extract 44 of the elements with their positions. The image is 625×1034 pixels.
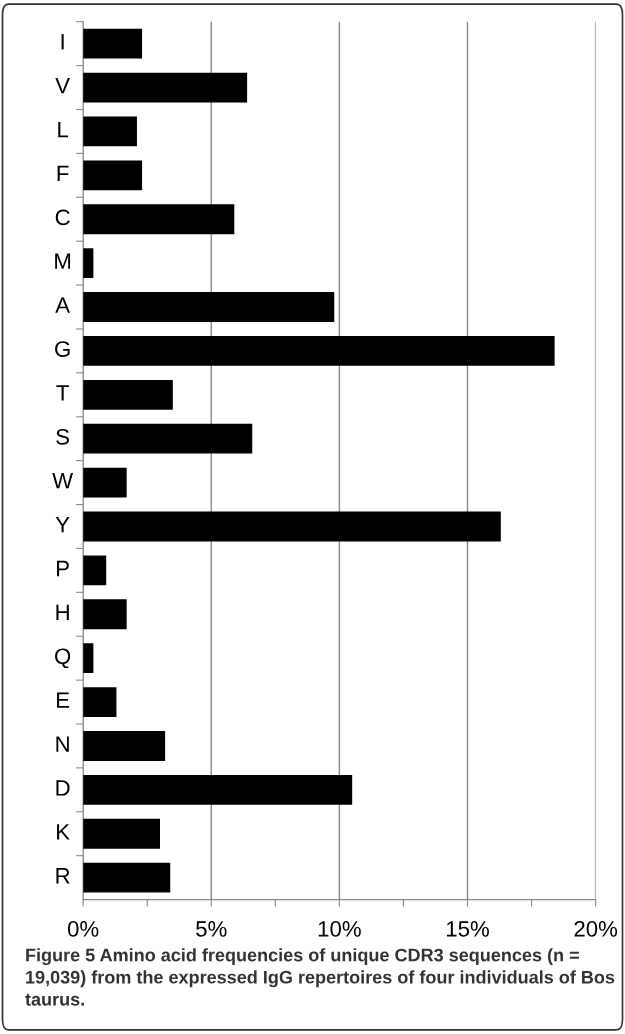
bar	[83, 72, 248, 103]
bar	[83, 731, 166, 761]
bar	[83, 160, 143, 191]
bar	[83, 423, 253, 454]
y-tick-label: L	[58, 121, 69, 138]
x-tick-label: 15%	[446, 921, 489, 937]
x-tick-label: 0%	[67, 921, 99, 937]
y-tick-label: M	[55, 253, 71, 269]
bar	[83, 862, 171, 893]
y-tick-label: R	[56, 868, 70, 884]
caption: Figure 5 Amino acid frequencies of unique CDR3 sequences (n = 19,039) from the expressed IgG repertoires of four individuals of Bos taurus.	[25, 948, 615, 1006]
y-tick-label: V	[55, 78, 70, 94]
y-tick-label: K	[57, 824, 70, 840]
y-tick-label: P	[57, 560, 69, 577]
y-tick-label: C	[55, 209, 70, 226]
x-tick-label: 5%	[196, 921, 227, 937]
y-tick-label: H	[56, 604, 69, 621]
bar	[83, 379, 173, 410]
bar	[83, 292, 335, 322]
bar	[83, 774, 353, 805]
bar	[83, 467, 127, 498]
x-tick-label: 20%	[574, 921, 618, 937]
y-tick-label: S	[56, 428, 70, 445]
bar	[83, 511, 501, 542]
y-tick-label: E	[57, 692, 70, 708]
y-tick-label: I	[61, 34, 64, 50]
bar	[83, 28, 143, 59]
y-tick-label: N	[56, 736, 69, 752]
y-tick-label: Y	[55, 516, 70, 533]
bar	[83, 687, 117, 717]
bar	[83, 599, 127, 630]
bar	[83, 335, 555, 366]
y-tick-label: Q	[55, 648, 71, 669]
y-tick-label: G	[55, 341, 70, 357]
x-tick-label: 10%	[318, 921, 361, 937]
y-tick-label: D	[56, 780, 70, 796]
bar	[83, 116, 137, 147]
bar	[83, 818, 160, 849]
bar	[83, 555, 107, 586]
bar	[83, 204, 235, 235]
y-tick-label: F	[57, 165, 69, 182]
y-tick-label: A	[55, 297, 70, 313]
y-tick-label: T	[56, 385, 69, 401]
y-tick-label: W	[52, 473, 74, 489]
